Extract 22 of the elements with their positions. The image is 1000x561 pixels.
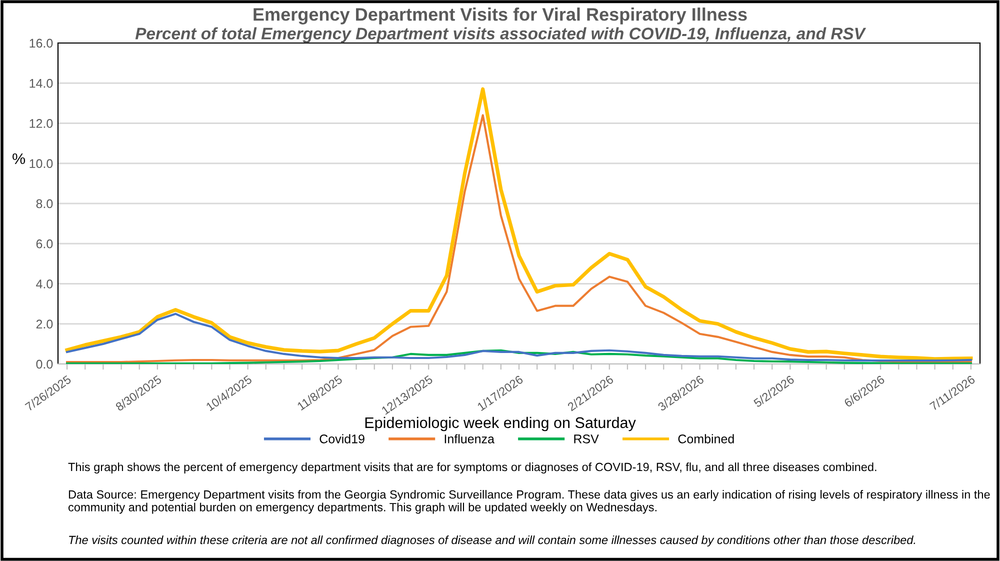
y-tick-label: 10.0 [30,159,53,168]
line-series [66,312,972,362]
text: This graph shows the percent of emergency department visits that are for symptoms or diagnoses of COVID-19, RSV, flu, and all three diseases combined. [68,462,876,474]
x-axis-title: Epidemiologic week ending on Saturday [365,416,636,432]
legend-label: Influenza [444,434,494,444]
y-tick-label: 2.0 [36,320,53,329]
y-tick-label: 0.0 [36,360,53,369]
legend-label: Covid19 [320,434,364,444]
line-series [66,349,972,364]
y-tick-label: 16.0 [30,38,53,48]
legend-label: RSV [574,434,599,444]
y-tick-label: 12.0 [30,119,53,128]
y-tick-label: 6.0 [36,239,53,248]
chart-subtitle: Percent of total Emergency Department visits associated with COVID-19, Influenza, and RSV [135,27,866,43]
y-tick-label: 14.0 [30,78,53,88]
source-note: Data Source: Emergency Department visits from the Georgia Syndromic Surveillance Program. These data gives us an early indication of rising levels of respiratory illness in the community and potential burden on emergency departments. This graph will be updated weekly on Wednesdays. [68,490,990,514]
chart-title: Emergency Department Visits for Viral Respiratory Illness [254,8,747,24]
y-tick-label: 8.0 [36,199,53,208]
y-tick-label: 4.0 [36,280,53,288]
legend-label: Combined [678,434,734,444]
y-axis-title: % [12,153,26,164]
text: The visits counted within these criteria are not all confirmed diagnoses of disease and will contain some illnesses caused by conditions other than those described. [69,535,916,547]
